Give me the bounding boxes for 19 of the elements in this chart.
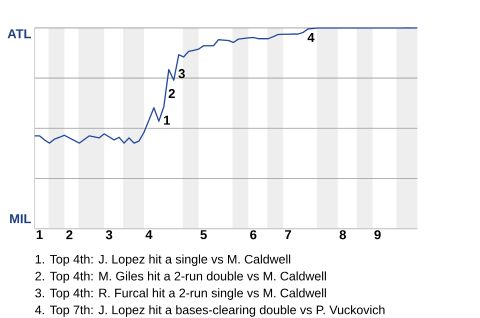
x-tick-label: 4: [146, 230, 152, 239]
x-tick-label: 2: [66, 230, 72, 240]
text: MIL: [10, 214, 31, 224]
annotation: 2: [168, 88, 175, 98]
x-tick-label: 7: [285, 230, 292, 239]
x-tick-label: 3: [106, 230, 112, 240]
annotation: 1: [164, 116, 170, 125]
text: 3. Top 4th: R. Furcal hit a 2-run single vs M. Caldwell: [35, 288, 326, 300]
text: ATL: [8, 29, 31, 38]
x-tick-label: 9: [374, 230, 381, 240]
x-tick-label: 5: [200, 230, 207, 240]
annotation: 4: [308, 32, 314, 42]
x-tick-label: 6: [250, 230, 256, 240]
annotation: 3: [178, 68, 185, 78]
text: 1. Top 4th: J. Lopez hit a single vs M. Caldwell: [36, 254, 290, 266]
x-tick-label: 8: [340, 230, 346, 240]
text: 2. Top 4th: M. Giles hit a 2-run double vs M. Caldwell: [35, 271, 326, 283]
text: 4. Top 7th: J. Lopez hit a bases-clearing double vs P. Vuckovich: [35, 305, 384, 317]
x-tick-label: 1: [36, 230, 43, 239]
